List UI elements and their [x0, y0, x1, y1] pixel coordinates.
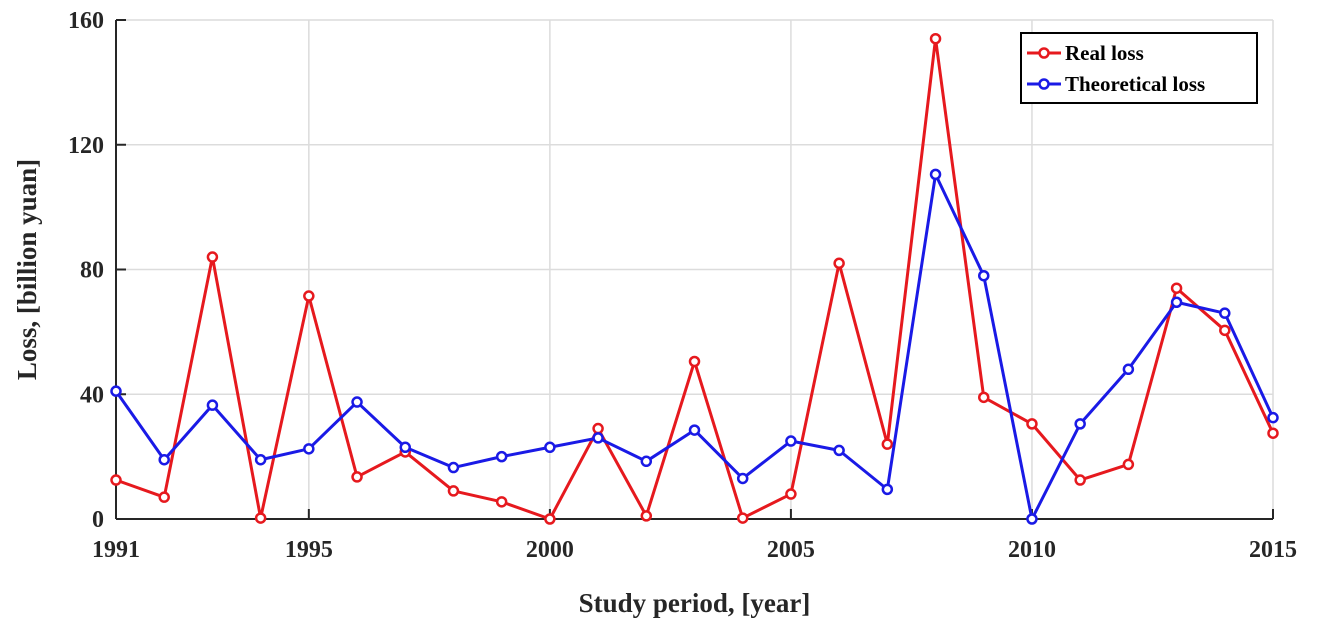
- data-point-real-loss: [1026, 418, 1038, 430]
- axes: [115, 19, 1274, 520]
- data-point-real-loss: [736, 512, 749, 524]
- y-tick-label: 160: [68, 8, 104, 34]
- data-point-theoretical-loss: [640, 455, 653, 468]
- y-tick-label: 0: [92, 507, 104, 533]
- data-point-real-loss: [1267, 427, 1279, 439]
- data-point-theoretical-loss: [1219, 307, 1231, 319]
- data-point-theoretical-loss: [592, 432, 604, 444]
- data-point-real-loss: [544, 513, 556, 525]
- series-line-real-loss: [115, 37, 1275, 521]
- data-point-real-loss: [1122, 458, 1135, 471]
- data-point-real-loss: [881, 438, 894, 450]
- data-point-real-loss: [1219, 324, 1231, 337]
- data-point-theoretical-loss: [351, 396, 363, 408]
- data-point-theoretical-loss: [206, 399, 219, 411]
- legend-label-theoretical-loss: Theoretical loss: [1065, 72, 1205, 96]
- data-point-theoretical-loss: [688, 424, 701, 436]
- data-point-theoretical-loss: [929, 168, 942, 181]
- data-point-theoretical-loss: [399, 441, 411, 454]
- x-tick-label: 1991: [92, 537, 140, 563]
- data-point-real-loss: [592, 422, 604, 435]
- data-point-theoretical-loss: [881, 483, 894, 496]
- y-tick-label: 120: [68, 133, 104, 159]
- data-point-real-loss: [303, 290, 315, 302]
- series-layer: [110, 32, 1279, 525]
- data-point-real-loss: [1170, 282, 1183, 294]
- data-point-real-loss: [1074, 474, 1086, 486]
- legend-box: [1020, 32, 1258, 104]
- x-tick-label: 2010: [1008, 537, 1056, 563]
- data-point-real-loss: [206, 251, 219, 263]
- data-point-theoretical-loss: [303, 443, 315, 455]
- y-tick-label: 40: [80, 382, 104, 408]
- data-point-real-loss: [351, 471, 363, 483]
- data-point-real-loss: [110, 474, 122, 486]
- legend: Real loss Theoretical loss: [1020, 32, 1258, 104]
- data-point-theoretical-loss: [158, 453, 170, 466]
- y-axis-label: Loss, [billion yuan]: [12, 159, 42, 380]
- data-point-theoretical-loss: [736, 472, 749, 485]
- x-tick-label: 2000: [526, 537, 574, 563]
- data-point-real-loss: [785, 488, 797, 500]
- x-tick-label: 2005: [767, 537, 815, 563]
- x-tick-label: 1995: [285, 537, 333, 563]
- data-point-theoretical-loss: [1170, 296, 1183, 308]
- legend-dot-real-loss: [1038, 47, 1050, 59]
- data-point-theoretical-loss: [254, 453, 267, 466]
- legend-label-real-loss: Real loss: [1065, 41, 1144, 65]
- data-point-theoretical-loss: [544, 441, 556, 454]
- data-point-theoretical-loss: [1026, 513, 1038, 525]
- data-point-real-loss: [978, 391, 990, 404]
- data-point-theoretical-loss: [833, 444, 845, 457]
- data-point-real-loss: [688, 355, 701, 368]
- data-point-real-loss: [640, 510, 653, 522]
- data-point-real-loss: [254, 512, 267, 524]
- y-tick-label: 80: [80, 258, 104, 284]
- series-line-theoretical-loss: [114, 172, 1275, 521]
- legend-dot-theoretical-loss: [1038, 78, 1050, 90]
- data-point-theoretical-loss: [495, 450, 508, 463]
- data-point-theoretical-loss: [1074, 418, 1086, 430]
- data-point-real-loss: [929, 32, 942, 45]
- data-point-real-loss: [833, 257, 845, 270]
- data-point-real-loss: [447, 485, 460, 497]
- data-point-theoretical-loss: [1267, 411, 1279, 424]
- data-point-real-loss: [495, 496, 508, 508]
- tick-labels: 1991 1995 2000 2005 2010 2015 0 40 80 120 160: [68, 8, 1297, 563]
- data-point-theoretical-loss: [785, 435, 797, 447]
- x-tick-label: 2015: [1249, 537, 1297, 563]
- x-axis-label: Study period, [year]: [579, 588, 811, 618]
- data-point-theoretical-loss: [978, 269, 990, 282]
- data-point-theoretical-loss: [447, 461, 460, 474]
- data-point-real-loss: [158, 491, 170, 503]
- data-point-theoretical-loss: [110, 385, 122, 397]
- data-point-theoretical-loss: [1122, 363, 1135, 376]
